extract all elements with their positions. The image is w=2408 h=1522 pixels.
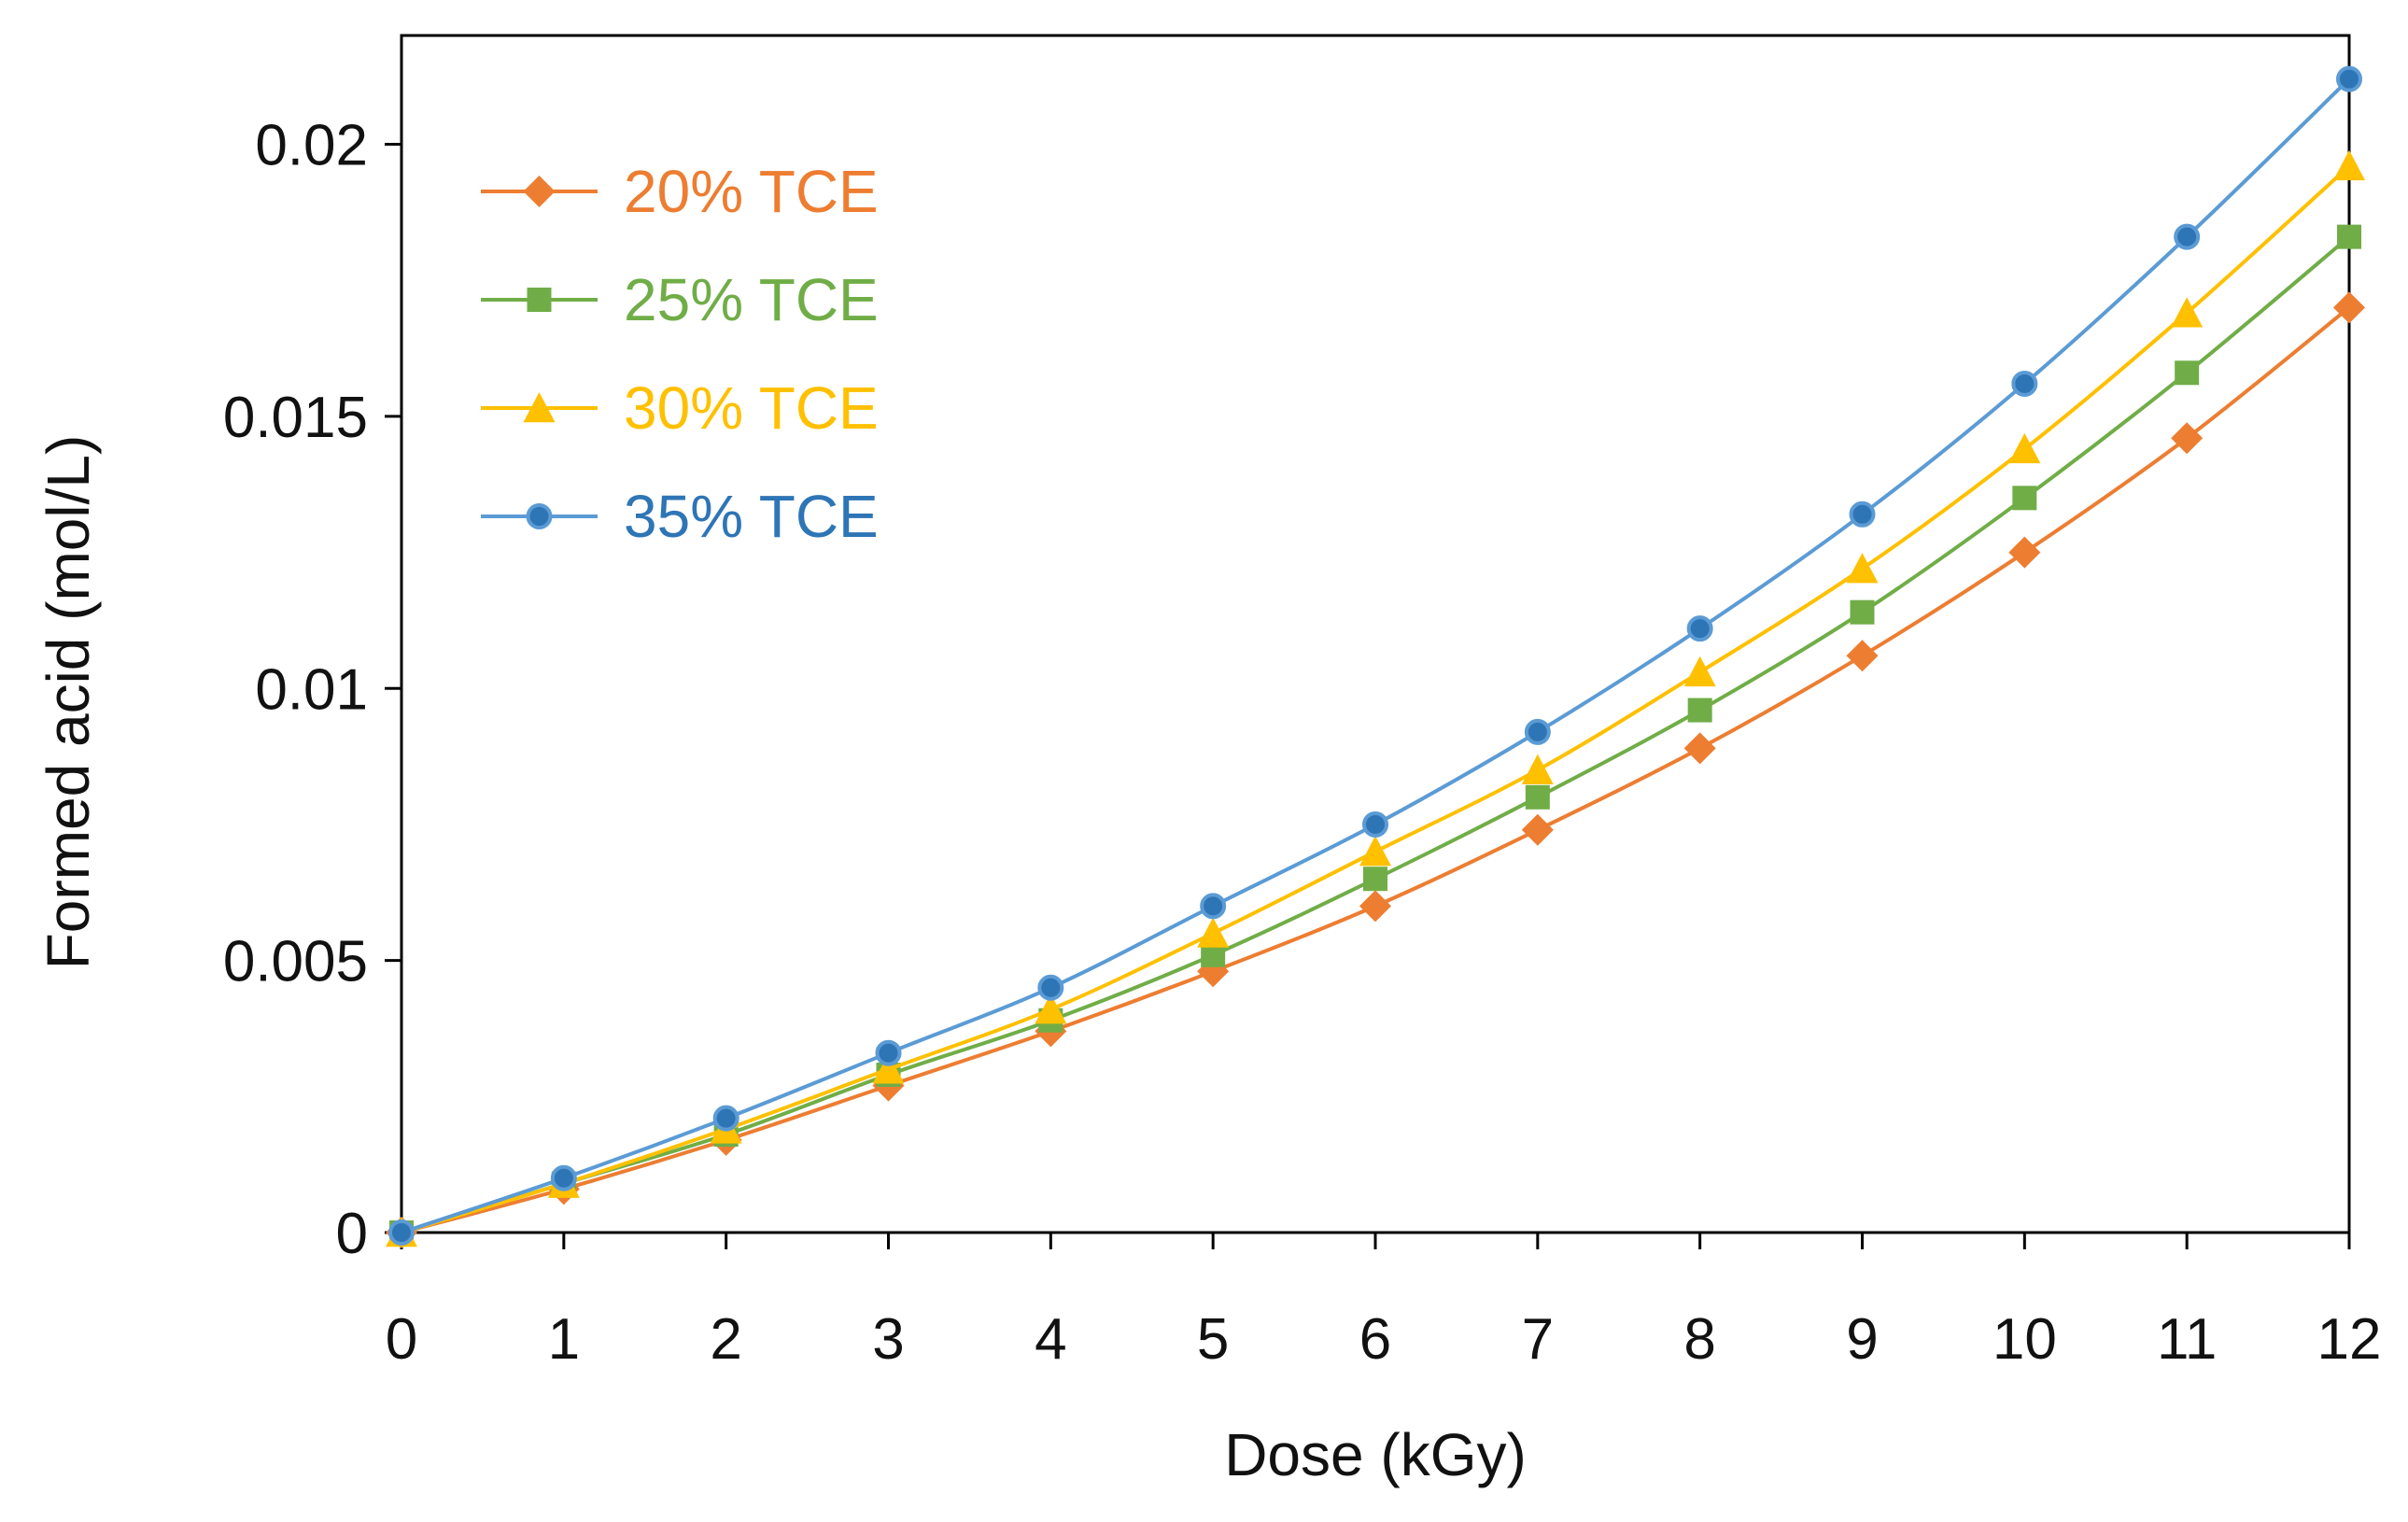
data-point	[2011, 370, 2038, 397]
data-point	[1524, 718, 1551, 745]
legend-label: 35% TCE	[624, 483, 879, 550]
y-tick-label: 0.02	[255, 114, 368, 178]
x-tick-label: 2	[710, 1307, 741, 1372]
x-tick-label: 11	[2157, 1307, 2217, 1372]
data-point	[1683, 732, 1716, 765]
data-point	[2333, 291, 2365, 324]
data-point	[2336, 65, 2362, 92]
y-tick-label: 0.015	[223, 386, 368, 450]
data-point	[1521, 813, 1554, 846]
data-point	[1850, 599, 1875, 625]
data-point	[2333, 149, 2365, 181]
data-point	[875, 1039, 902, 1066]
data-point	[1687, 698, 1712, 723]
data-point	[1362, 810, 1388, 838]
legend-entry: 30% TCE	[481, 374, 879, 442]
data-point	[1037, 974, 1064, 1001]
data-point	[2012, 486, 2037, 511]
y-tick-label: 0	[336, 1202, 368, 1266]
data-point	[2171, 422, 2204, 455]
data-point	[712, 1105, 739, 1132]
data-point	[1200, 893, 1227, 920]
legend-marker	[523, 176, 556, 207]
data-point	[1521, 754, 1554, 784]
x-tick-label: 12	[2317, 1307, 2382, 1372]
data-point	[2008, 432, 2041, 464]
legend-entry: 25% TCE	[481, 266, 879, 333]
legend-entry: 20% TCE	[481, 158, 879, 225]
data-point	[2174, 223, 2201, 250]
x-tick-label: 5	[1197, 1307, 1229, 1372]
legend-entry: 35% TCE	[481, 483, 879, 550]
legend-marker	[527, 288, 552, 312]
legend-marker	[523, 392, 556, 423]
x-tick-label: 0	[386, 1307, 417, 1372]
data-point	[1359, 836, 1391, 867]
legend-label: 25% TCE	[624, 266, 879, 333]
series-35-tce	[388, 65, 2362, 1246]
data-point	[1197, 917, 1230, 948]
data-point	[2171, 297, 2204, 328]
x-tick-label: 4	[1035, 1307, 1066, 1372]
x-axis: 0 1 2 3 4 5 6 7 8 9 10 11 12	[386, 1233, 2382, 1372]
data-point	[2175, 360, 2200, 386]
data-point	[550, 1164, 577, 1191]
y-axis: 0 0.005 0.01 0.015 0.02	[223, 114, 401, 1266]
data-point	[2008, 536, 2041, 569]
data-point	[872, 1053, 905, 1084]
data-point	[1846, 553, 1879, 584]
data-point	[388, 1219, 415, 1246]
data-point	[1686, 615, 1713, 642]
legend: 20% TCE 25% TCE 30% TCE 35% TCE	[481, 158, 879, 550]
x-tick-label: 6	[1359, 1307, 1391, 1372]
x-tick-label: 9	[1846, 1307, 1878, 1372]
data-point	[2337, 224, 2361, 249]
data-point	[1525, 784, 1550, 810]
x-axis-title: Dose (kGy)	[1224, 1421, 1527, 1488]
x-tick-label: 10	[1993, 1307, 2057, 1372]
data-point	[1846, 640, 1879, 672]
x-tick-label: 8	[1683, 1307, 1715, 1372]
legend-label: 20% TCE	[624, 158, 879, 225]
data-point	[1035, 994, 1067, 1024]
data-point	[1683, 655, 1716, 687]
x-tick-label: 3	[872, 1307, 904, 1372]
y-tick-label: 0.005	[223, 930, 368, 994]
legend-marker	[526, 503, 553, 529]
legend-label: 30% TCE	[624, 374, 879, 442]
series-layer	[386, 65, 2365, 1248]
data-point	[1359, 890, 1391, 923]
y-tick-label: 0.01	[255, 657, 368, 722]
y-axis-title: Formed acid (mol/L)	[35, 435, 102, 970]
data-point	[1849, 500, 1876, 528]
data-point	[1363, 867, 1387, 892]
x-tick-label: 7	[1522, 1307, 1554, 1372]
x-tick-label: 1	[548, 1307, 580, 1372]
